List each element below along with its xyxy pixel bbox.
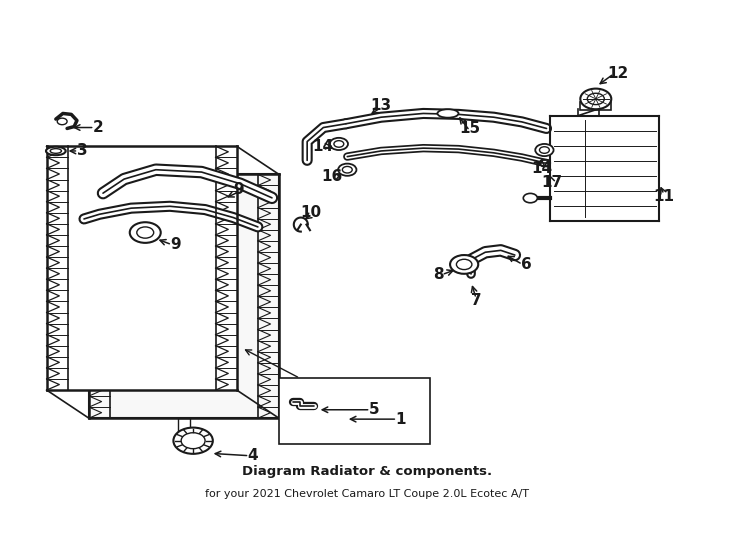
Circle shape [587, 93, 604, 105]
Text: 9: 9 [233, 182, 244, 197]
Circle shape [450, 255, 479, 274]
Text: 5: 5 [368, 402, 379, 417]
Circle shape [130, 222, 161, 243]
Text: 11: 11 [653, 190, 675, 205]
Text: 6: 6 [520, 257, 531, 272]
Circle shape [539, 147, 549, 153]
Text: 17: 17 [541, 176, 562, 190]
Text: 8: 8 [433, 267, 443, 282]
Circle shape [181, 433, 205, 449]
Text: 2: 2 [92, 120, 103, 135]
Text: 10: 10 [300, 205, 321, 220]
Ellipse shape [437, 109, 459, 118]
Text: for your 2021 Chevrolet Camaro LT Coupe 2.0L Ecotec A/T: for your 2021 Chevrolet Camaro LT Coupe … [205, 489, 529, 498]
Text: 7: 7 [470, 294, 482, 308]
Circle shape [137, 227, 153, 238]
Circle shape [457, 259, 472, 269]
Bar [550, 116, 659, 221]
Text: 14: 14 [313, 139, 334, 154]
Text: 12: 12 [607, 66, 628, 81]
Circle shape [581, 89, 611, 109]
Bar [581, 102, 611, 110]
Circle shape [334, 140, 344, 147]
Text: 1: 1 [396, 411, 406, 427]
Circle shape [338, 164, 357, 176]
Text: 14: 14 [531, 161, 552, 176]
Text: 13: 13 [371, 98, 392, 112]
Text: 9: 9 [170, 237, 181, 252]
Text: 16: 16 [321, 169, 343, 184]
Circle shape [523, 193, 537, 203]
Circle shape [342, 166, 352, 173]
Ellipse shape [46, 147, 65, 155]
Text: 4: 4 [247, 448, 258, 463]
Text: Diagram Radiator & components.: Diagram Radiator & components. [242, 465, 492, 478]
Circle shape [173, 428, 213, 454]
Bar [47, 146, 237, 390]
Bar [89, 174, 279, 418]
Circle shape [535, 144, 553, 156]
Text: 15: 15 [459, 121, 480, 136]
Circle shape [330, 138, 348, 150]
Text: 3: 3 [76, 144, 87, 158]
Circle shape [57, 118, 67, 125]
Ellipse shape [50, 148, 62, 153]
Bar [279, 379, 430, 444]
